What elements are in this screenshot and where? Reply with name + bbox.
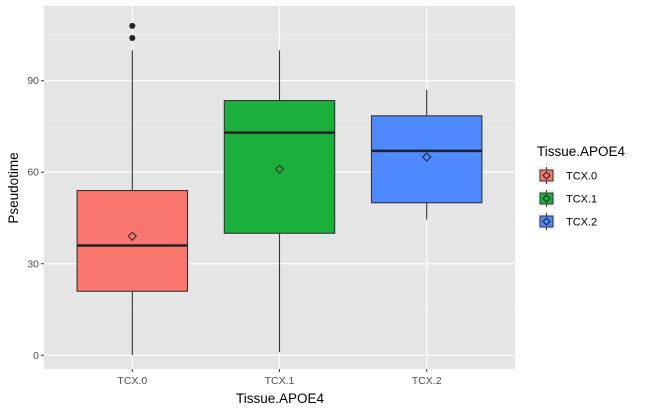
x-tick-label: TCX.1 — [265, 375, 295, 387]
legend-label: TCX.2 — [566, 217, 597, 229]
legend-key-TCX.0 — [538, 167, 555, 184]
mean-marker — [421, 152, 432, 162]
legend-key-TCX.2 — [538, 213, 555, 230]
legend-label: TCX.1 — [566, 194, 597, 206]
box-series — [76, 22, 483, 356]
mean-marker — [274, 164, 285, 174]
x-tick-label: TCX.0 — [117, 375, 147, 387]
x-tick-label: TCX.2 — [412, 375, 442, 387]
box-TCX.0 — [76, 22, 189, 356]
x-axis: TCX.0 TCX.1 TCX.2 — [117, 369, 442, 387]
box-body — [223, 100, 336, 234]
legend-key-box — [539, 169, 554, 182]
box-body — [370, 115, 483, 204]
legend-title: Tissue.APOE4 — [537, 144, 626, 159]
legend-key-mean-marker — [542, 217, 551, 226]
y-axis-title: Pseudotime — [6, 152, 21, 223]
x-axis-title: Tissue.APOE4 — [236, 391, 325, 406]
legend-key-mean-marker — [542, 194, 551, 203]
legend-key-TCX.1 — [538, 190, 555, 207]
y-tick-label: 0 — [33, 350, 39, 362]
y-tick-label: 30 — [27, 258, 39, 270]
y-tick-label: 60 — [27, 167, 39, 179]
y-tick-label: 90 — [27, 75, 39, 87]
legend-label: TCX.0 — [566, 171, 597, 183]
legend-key-box — [539, 192, 554, 205]
box-TCX.2 — [370, 89, 483, 220]
mean-marker — [127, 231, 138, 242]
y-axis: 0 30 60 90 — [27, 75, 44, 362]
outlier-point — [129, 22, 136, 29]
legend: Tissue.APOE4 TCX.0 TCX.1 TCX.2 — [537, 144, 626, 230]
outlier-point — [129, 35, 136, 42]
legend-key-mean-marker — [542, 171, 551, 180]
legend-key-box — [539, 215, 554, 228]
box-TCX.1 — [223, 50, 336, 353]
